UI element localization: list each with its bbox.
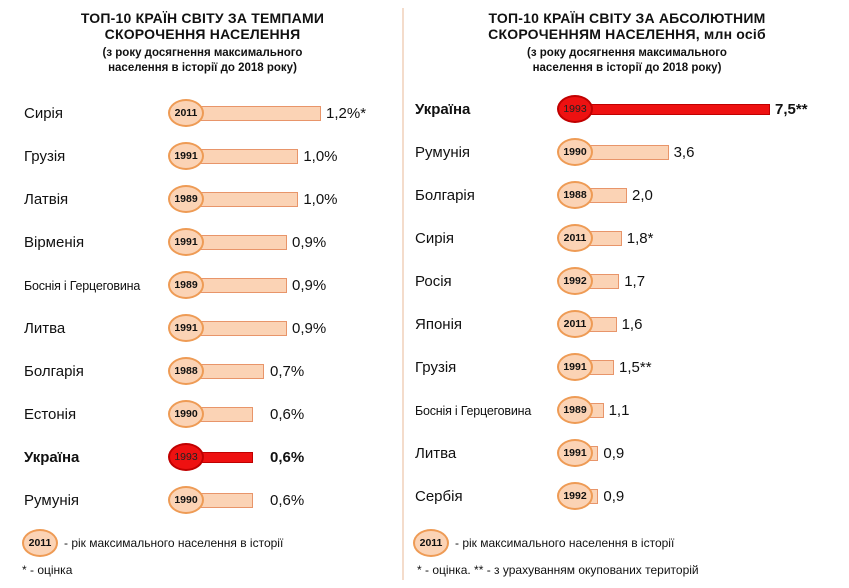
year-marker: 2011: [557, 224, 593, 252]
category-label: Україна: [24, 449, 80, 466]
left-chart-title: ТОП-10 КРАЇН СВІТУ ЗА ТЕМПАМИ СКОРОЧЕННЯ …: [80, 10, 325, 42]
right-footnote: * - оцінка. ** - з урахуванням окуповани…: [417, 563, 699, 577]
value-label: 1,2%*: [326, 105, 367, 122]
left-footnote: * - оцінка: [22, 563, 73, 577]
year-marker: 1992: [557, 267, 593, 295]
value-label: 1,0%: [303, 191, 338, 208]
left-chart-panel: ТОП-10 КРАЇН СВІТУ ЗА ТЕМПАМИ СКОРОЧЕННЯ …: [0, 0, 405, 588]
value-label: 0,9%: [292, 234, 327, 251]
category-label: Грузія: [415, 359, 457, 376]
year-marker: 1993: [168, 443, 204, 471]
year-marker: 1988: [168, 357, 204, 385]
legend-year-marker: 2011: [413, 529, 449, 557]
value-label: 7,5**: [775, 101, 808, 118]
value-label: 0,7%: [270, 363, 305, 380]
bar-row: Румунія 1990 3,6: [405, 136, 849, 170]
bar-row: Вірменія 1991 0,9%: [0, 226, 405, 260]
value-label: 0,9%: [292, 320, 327, 337]
year-marker: 1989: [168, 271, 204, 299]
category-label: Росія: [415, 273, 452, 290]
year-marker: 1993: [557, 95, 593, 123]
value-label: 0,9%: [292, 277, 327, 294]
bar-row: Грузія 1991 1,0%: [0, 140, 405, 174]
category-label: Сирія: [24, 105, 64, 122]
right-chart-title: ТОП-10 КРАЇН СВІТУ ЗА АБСОЛЮТНИМ СКОРОЧЕН…: [488, 10, 766, 42]
year-marker: 1991: [168, 314, 204, 342]
bar-row: Сирія 2011 1,8*: [405, 222, 849, 256]
bar-row: Росія 1992 1,7: [405, 265, 849, 299]
year-marker: 1992: [557, 482, 593, 510]
category-label: Румунія: [415, 144, 471, 161]
year-marker: 1990: [168, 400, 204, 428]
year-marker: 1990: [557, 138, 593, 166]
year-marker: 1988: [557, 181, 593, 209]
year-marker: 1989: [168, 185, 204, 213]
bar-row: Румунія 1990 0,6%: [0, 484, 405, 518]
bar-row: Україна 1993 7,5**: [405, 93, 849, 127]
value-label: 0,9: [603, 488, 625, 505]
right-chart-panel: ТОП-10 КРАЇН СВІТУ ЗА АБСОЛЮТНИМ СКОРОЧЕН…: [405, 0, 849, 588]
bar-row: Японія 2011 1,6: [405, 308, 849, 342]
bar-row: Болгарія 1988 0,7%: [0, 355, 405, 389]
category-label: Естонія: [24, 406, 77, 423]
value-label: 0,6%: [270, 492, 305, 509]
bar-row: Грузія 1991 1,5**: [405, 351, 849, 385]
value-label: 0,6%: [270, 406, 305, 423]
value-label: 1,0%: [303, 148, 338, 165]
year-marker: 1989: [557, 396, 593, 424]
year-marker: 2011: [557, 310, 593, 338]
value-label: 0,6%: [270, 449, 305, 466]
value-label: 2,0: [632, 187, 653, 204]
value-label: 1,1: [608, 402, 630, 419]
category-label: Вірменія: [24, 234, 85, 251]
value-label: 1,5**: [619, 359, 652, 376]
value-label: 0,9: [603, 445, 625, 462]
bar-row: Болгарія 1988 2,0: [405, 179, 849, 213]
legend-text: - рік максимального населення в історії: [64, 536, 284, 550]
year-marker: 1991: [557, 353, 593, 381]
bar: [185, 106, 321, 121]
panel-divider: [402, 8, 404, 580]
category-label: Румунія: [24, 492, 80, 509]
value-label: 1,8*: [626, 230, 654, 247]
category-label: Литва: [24, 320, 66, 337]
bar-row: Україна 1993 0,6%: [0, 441, 405, 475]
bar: [575, 104, 770, 115]
bar-row: Естонія 1990 0,6%: [0, 398, 405, 432]
bar-row: Латвія 1989 1,0%: [0, 183, 405, 217]
right-chart-subtitle: (з року досягнення максимального населенн…: [527, 47, 727, 74]
category-label: Боснія і Герцеговина: [24, 279, 141, 293]
bar-row: Литва 1991 0,9%: [0, 312, 405, 346]
category-label: Боснія і Герцеговина: [415, 404, 532, 418]
category-label: Латвія: [24, 191, 69, 208]
category-label: Грузія: [24, 148, 66, 165]
value-label: 3,6: [673, 144, 695, 161]
year-marker: 1991: [168, 228, 204, 256]
year-marker: 1991: [168, 142, 204, 170]
bar-row: Сирія 2011 1,2%*: [0, 97, 405, 131]
bar-row: Боснія і Герцеговина 1989 1,1: [405, 394, 849, 428]
category-label: Болгарія: [24, 363, 84, 380]
year-marker: 1990: [168, 486, 204, 514]
legend-text: - рік максимального населення в історії: [455, 536, 675, 550]
category-label: Сербія: [415, 488, 463, 505]
category-label: Японія: [415, 316, 463, 333]
bar-row: Литва 1991 0,9: [405, 437, 849, 471]
category-label: Україна: [415, 101, 471, 118]
year-marker: 2011: [168, 99, 204, 127]
value-label: 1,7: [624, 273, 646, 290]
value-label: 1,6: [621, 316, 643, 333]
year-marker: 1991: [557, 439, 593, 467]
category-label: Литва: [415, 445, 457, 462]
category-label: Сирія: [415, 230, 455, 247]
left-chart-subtitle: (з року досягнення максимального населенн…: [102, 47, 303, 74]
category-label: Болгарія: [415, 187, 475, 204]
bar-row: Боснія і Герцеговина 1989 0,9%: [0, 269, 405, 303]
bar-row: Сербія 1992 0,9: [405, 480, 849, 514]
legend-year-marker: 2011: [22, 529, 58, 557]
